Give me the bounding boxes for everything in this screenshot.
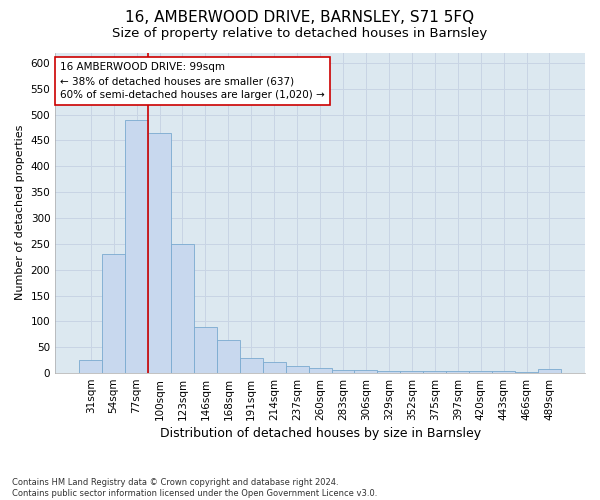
Bar	[308, 368, 332, 373]
Bar	[194, 326, 217, 373]
Bar	[79, 360, 102, 373]
Bar	[469, 371, 492, 373]
Bar	[355, 370, 377, 373]
Bar	[492, 371, 515, 373]
Bar	[217, 340, 240, 373]
Bar	[423, 371, 446, 373]
X-axis label: Distribution of detached houses by size in Barnsley: Distribution of detached houses by size …	[160, 427, 481, 440]
Bar	[102, 254, 125, 373]
Bar	[446, 371, 469, 373]
Text: 16, AMBERWOOD DRIVE, BARNSLEY, S71 5FQ: 16, AMBERWOOD DRIVE, BARNSLEY, S71 5FQ	[125, 10, 475, 25]
Text: Contains HM Land Registry data © Crown copyright and database right 2024.
Contai: Contains HM Land Registry data © Crown c…	[12, 478, 377, 498]
Bar	[263, 362, 286, 373]
Text: 16 AMBERWOOD DRIVE: 99sqm
← 38% of detached houses are smaller (637)
60% of semi: 16 AMBERWOOD DRIVE: 99sqm ← 38% of detac…	[61, 62, 325, 100]
Text: Size of property relative to detached houses in Barnsley: Size of property relative to detached ho…	[112, 28, 488, 40]
Y-axis label: Number of detached properties: Number of detached properties	[15, 125, 25, 300]
Bar	[148, 132, 171, 373]
Bar	[286, 366, 308, 373]
Bar	[400, 371, 423, 373]
Bar	[240, 358, 263, 373]
Bar	[332, 370, 355, 373]
Bar	[515, 372, 538, 373]
Bar	[171, 244, 194, 373]
Bar	[377, 371, 400, 373]
Bar	[538, 370, 561, 373]
Bar	[125, 120, 148, 373]
